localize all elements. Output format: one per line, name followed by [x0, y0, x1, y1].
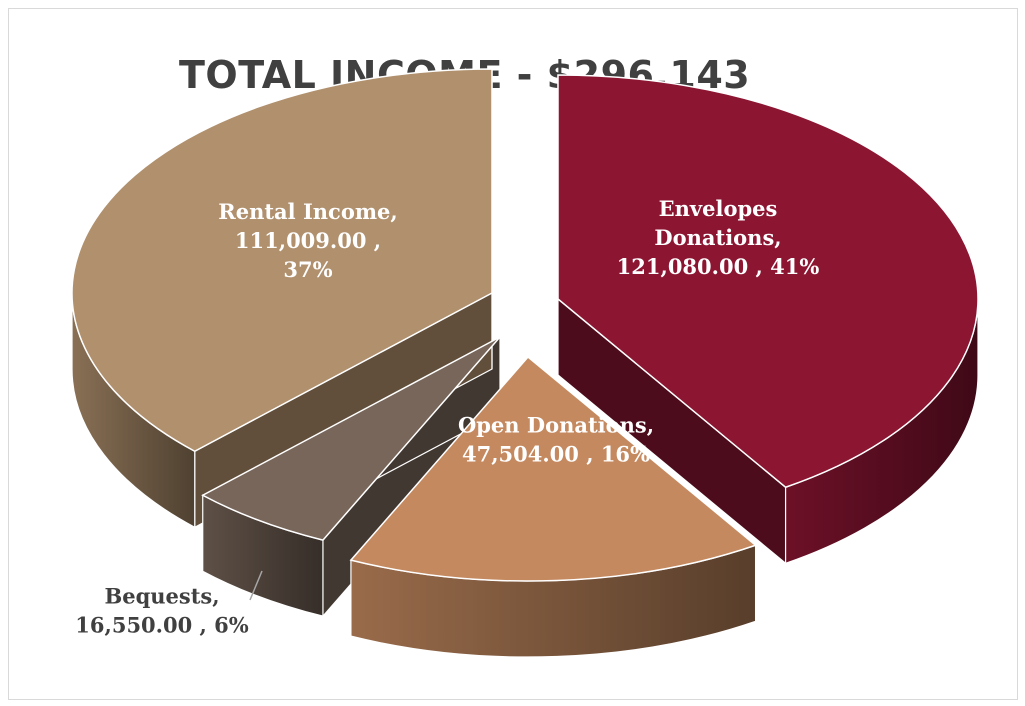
slice-rental-income: [71, 68, 493, 453]
leader-line-bequests: [249, 570, 263, 601]
data-label-bequests: Bequests, 16,550.00 , 6%: [75, 584, 248, 638]
data-label-open-donations: Open Donations, 47,504.00 , 16%: [458, 413, 654, 467]
slice-open-donations: [349, 355, 758, 582]
data-label-envelopes-donations: Envelopes Donations, 121,080.00 , 41%: [617, 196, 820, 279]
data-label-rental-income: Rental Income, 111,009.00 , 37%: [218, 199, 397, 282]
slice-envelopes-donations: [557, 74, 979, 489]
slice-bequests: [201, 336, 501, 541]
